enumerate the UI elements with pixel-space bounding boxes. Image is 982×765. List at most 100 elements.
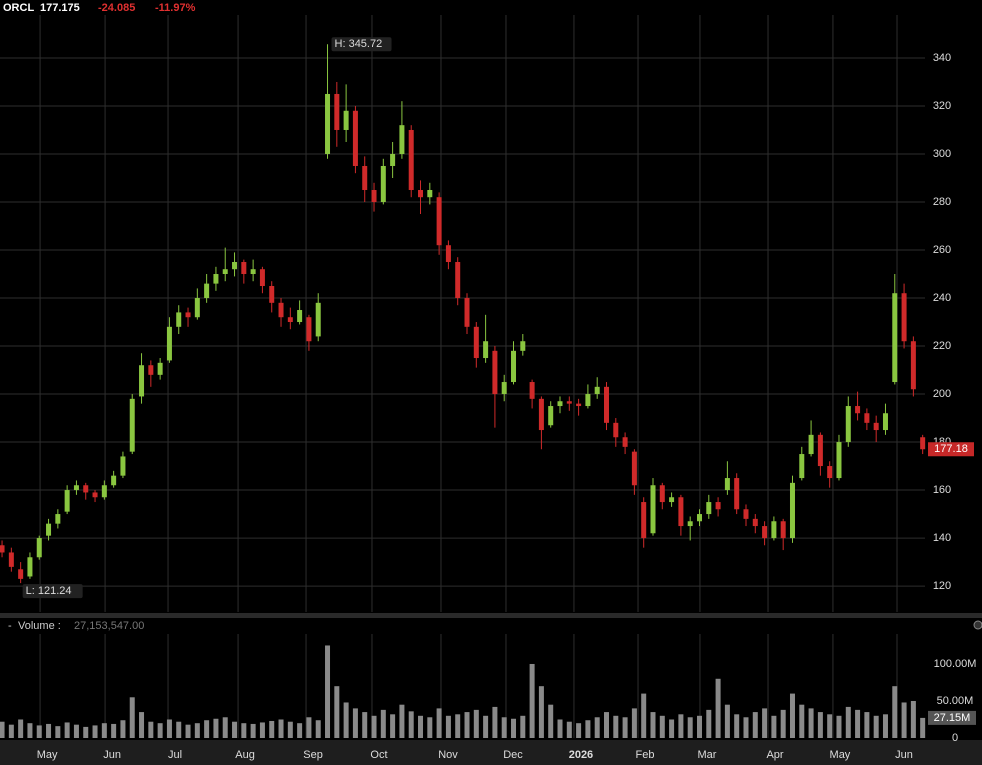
candle-body [8, 552, 14, 567]
volume-bar [315, 720, 321, 738]
volume-bar [613, 715, 619, 738]
candle-body [445, 245, 451, 263]
candle-body [408, 129, 414, 190]
volume-label: Volume : [18, 620, 61, 632]
x-tick-label: Feb [636, 749, 655, 761]
x-tick-label: Jun [895, 749, 913, 761]
volume-bar [603, 712, 609, 738]
candle-body [73, 485, 79, 491]
volume-bar [306, 717, 312, 738]
volume-bar [27, 723, 33, 738]
volume-bar [111, 723, 117, 738]
close-button[interactable] [973, 620, 982, 630]
candle-body [492, 350, 498, 395]
candle-body [36, 538, 42, 558]
candle-body [148, 365, 154, 375]
volume-bar [418, 715, 424, 738]
volume-bar [724, 704, 730, 738]
candle-body [18, 569, 24, 579]
candle-body [724, 478, 730, 491]
candle-body [120, 456, 126, 476]
candle-body [473, 326, 479, 359]
volume-bar [706, 709, 712, 738]
candle-body [297, 310, 303, 323]
volume-bar [529, 663, 535, 738]
volume-bar [557, 719, 563, 738]
candle-body [687, 521, 693, 527]
volume-bar [213, 718, 219, 738]
candle-body [789, 482, 795, 539]
candle-body [287, 317, 293, 323]
candle-body [817, 434, 823, 467]
volume-toggle[interactable]: - [8, 620, 12, 632]
volume-bar [687, 717, 693, 738]
x-tick-label: May [37, 749, 58, 761]
y-tick-label: 220 [933, 340, 951, 352]
y-tick-label: 300 [933, 148, 951, 160]
volume-bar [631, 708, 637, 738]
candle-body [678, 497, 684, 527]
volume-bar [622, 717, 628, 738]
y-tick-label: 0 [952, 732, 958, 744]
candle-body [343, 110, 349, 130]
volume-bar [566, 721, 572, 738]
candle-body [27, 557, 33, 577]
candle-body [622, 437, 628, 447]
volume-bar [864, 712, 870, 738]
candle-body [613, 422, 619, 438]
candle-body [176, 312, 182, 327]
volume-bar [752, 712, 758, 738]
candle-body [873, 422, 879, 431]
volume-current: 27,153,547.00 [74, 620, 144, 632]
volume-bar [789, 693, 795, 738]
volume-bar [669, 719, 675, 738]
candle-body [910, 341, 916, 390]
volume-bar [18, 719, 24, 738]
y-tick-label: 260 [933, 244, 951, 256]
candle-body [892, 293, 898, 383]
candle-body [696, 514, 702, 522]
last-price-label: 177.18 [934, 443, 968, 455]
candle-body [0, 545, 5, 553]
candle-body [427, 189, 433, 198]
volume-bar [343, 702, 349, 738]
candle-body [520, 341, 526, 351]
x-tick-label: Sep [303, 749, 323, 761]
candle-body [92, 492, 98, 498]
volume-bar [548, 704, 554, 738]
candle-body [101, 485, 107, 498]
volume-bar [157, 723, 163, 738]
x-tick-label: Apr [766, 749, 783, 761]
volume-bar [185, 724, 191, 738]
candle-body [83, 485, 89, 493]
candle-body [55, 514, 61, 524]
volume-bar [436, 708, 442, 738]
volume-bar [455, 714, 461, 738]
volume-bar [297, 723, 303, 738]
volume-bar [92, 725, 98, 738]
candle-body [836, 442, 842, 479]
candle-body [641, 502, 647, 539]
candle-body [315, 302, 321, 337]
volume-bar [120, 720, 126, 738]
volume-bar [55, 726, 61, 738]
candle-body [166, 326, 172, 361]
volume-bar [920, 717, 926, 738]
candle-body [743, 509, 749, 519]
candle-body [529, 382, 535, 399]
candle-body [557, 401, 563, 407]
volume-bar [743, 717, 749, 738]
candle-body [855, 406, 861, 414]
candle-body [352, 110, 358, 166]
volume-bar [538, 686, 544, 738]
volume-bar [362, 712, 368, 738]
candle-body [827, 466, 833, 479]
price: 177.175 [40, 2, 80, 14]
ticker: ORCL [3, 2, 34, 14]
volume-bar [129, 697, 135, 738]
candle-body [269, 286, 275, 303]
change: -24.085 [98, 2, 135, 14]
candle-body [259, 269, 265, 287]
